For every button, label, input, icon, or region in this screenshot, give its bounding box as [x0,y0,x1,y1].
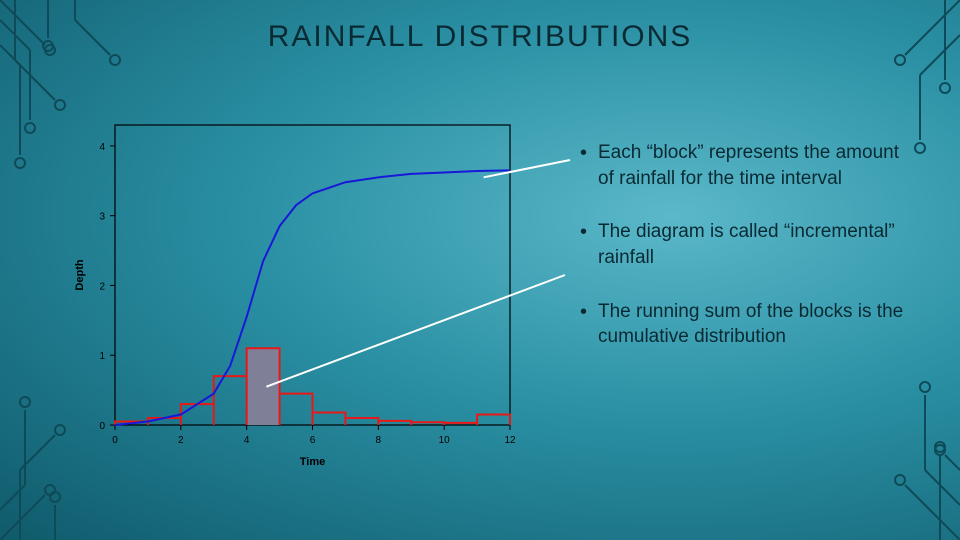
rainfall-chart: 02468101201234TimeDepth [70,120,530,480]
svg-text:1: 1 [99,351,105,362]
svg-text:0: 0 [112,435,118,446]
svg-text:Depth: Depth [74,259,86,290]
page-title: RAINFALL DISTRIBUTIONS [0,20,960,54]
svg-text:2: 2 [99,281,105,292]
bullet-list: Each “block” represents the amount of ra… [580,140,910,378]
bullet-item: The diagram is called “incremental” rain… [580,219,910,270]
svg-text:Time: Time [300,456,325,468]
svg-text:10: 10 [439,435,451,446]
svg-text:12: 12 [504,435,516,446]
svg-text:4: 4 [99,142,105,153]
svg-text:4: 4 [244,435,250,446]
svg-text:6: 6 [310,435,316,446]
bullet-item: The running sum of the blocks is the cum… [580,299,910,350]
bullet-item: Each “block” represents the amount of ra… [580,140,910,191]
svg-text:3: 3 [99,212,105,223]
svg-text:8: 8 [376,435,382,446]
svg-text:0: 0 [99,421,105,432]
svg-text:2: 2 [178,435,184,446]
